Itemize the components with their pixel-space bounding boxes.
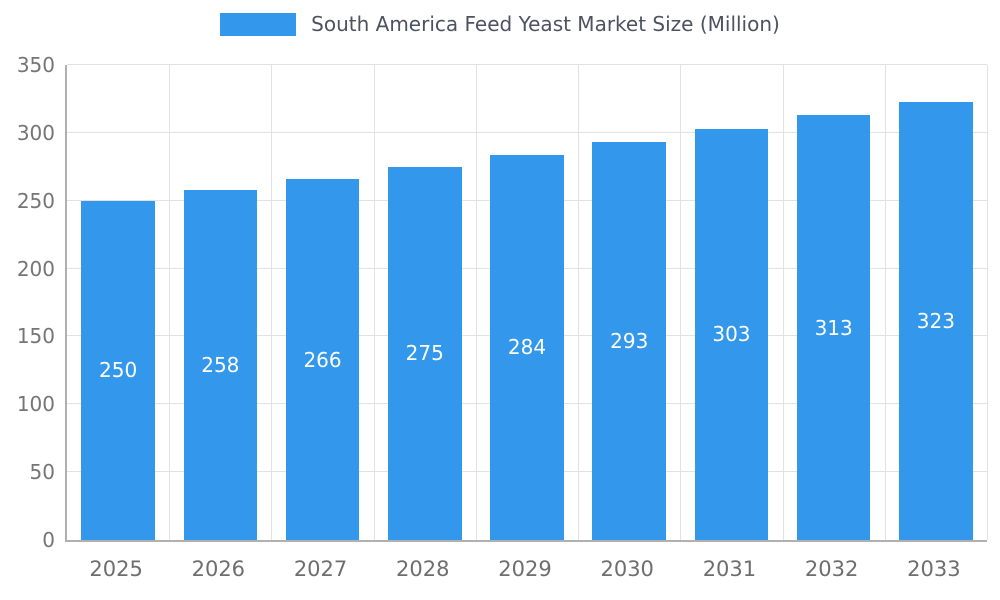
y-tick-label: 300 [16, 120, 55, 145]
chart-title: South America Feed Yeast Market Size (Mi… [311, 12, 780, 36]
h-gridline [67, 131, 987, 133]
x-axis: 2025 2026 2027 2028 2029 2030 2031 2032 2033 [65, 557, 985, 581]
bar-value-label: 313 [814, 315, 853, 340]
v-gridline [373, 65, 375, 540]
bar-value-label: 250 [99, 358, 138, 383]
y-tick-label: 350 [16, 53, 55, 77]
v-gridline [475, 65, 477, 540]
bar[interactable]: 313 [796, 115, 871, 540]
v-gridline [987, 65, 988, 540]
bar[interactable]: 293 [592, 142, 667, 540]
bar-value-label: 293 [610, 329, 649, 354]
bar-value-label: 275 [405, 341, 444, 366]
bar-value-label: 266 [303, 347, 342, 372]
plot-area: 250 258 266 275 284 293 303 313 323 [65, 64, 988, 542]
bar[interactable]: 275 [387, 166, 462, 540]
y-tick-label: 200 [16, 256, 55, 281]
bar[interactable]: 266 [285, 179, 360, 540]
y-axis: 0 50 100 150 200 250 300 350 [0, 55, 55, 550]
y-tick-label: 150 [16, 324, 55, 349]
x-axis-label: 2029 [498, 557, 552, 581]
x-axis-label: 2033 [907, 557, 961, 581]
x-axis-label: 2027 [293, 557, 348, 581]
bar[interactable]: 284 [490, 154, 564, 540]
bar[interactable]: 258 [183, 189, 258, 540]
y-tick-label: 250 [16, 188, 55, 213]
x-axis-label: 2031 [702, 557, 757, 581]
v-gridline [271, 65, 273, 540]
v-gridline [884, 65, 886, 540]
v-gridline [169, 65, 171, 540]
y-tick-label: 100 [16, 392, 55, 417]
bar-value-label: 323 [916, 308, 955, 333]
bar-value-label: 303 [712, 322, 751, 347]
y-tick-label: 0 [42, 528, 55, 552]
bar[interactable]: 250 [81, 200, 155, 540]
v-gridline [578, 65, 580, 540]
bar-value-label: 284 [507, 335, 547, 360]
x-axis-label: 2025 [89, 557, 143, 581]
x-axis-label: 2026 [191, 557, 246, 581]
h-gridline [67, 64, 987, 65]
legend-swatch[interactable] [220, 12, 297, 36]
x-axis-label: 2028 [396, 557, 450, 581]
bar[interactable]: 323 [899, 101, 973, 540]
bar[interactable]: 303 [694, 128, 769, 540]
v-gridline [782, 65, 784, 540]
v-gridline [680, 65, 682, 540]
legend: South America Feed Yeast Market Size (Mi… [0, 12, 1000, 36]
x-axis-label: 2030 [600, 557, 654, 581]
y-tick-label: 50 [29, 460, 55, 485]
bar-value-label: 258 [201, 352, 240, 377]
x-axis-label: 2032 [804, 557, 859, 581]
